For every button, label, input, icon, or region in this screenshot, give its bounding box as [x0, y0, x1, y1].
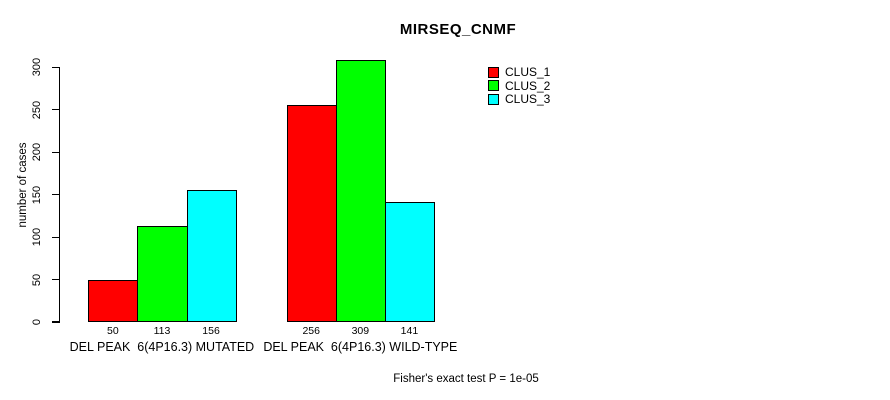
- bar-clus_2-group1: [137, 226, 188, 322]
- y-axis-line: [59, 67, 61, 323]
- legend-label: CLUS_1: [505, 65, 551, 79]
- bar-value-label: 141: [400, 324, 419, 337]
- y-tick-mark: [52, 236, 59, 238]
- y-tick-mark: [52, 321, 59, 323]
- legend-row: CLUS_1: [488, 66, 550, 78]
- bar-clus_1-group2: [286, 104, 337, 322]
- bar-clus_2-group2: [335, 59, 387, 322]
- bar-clus_3-group2: [384, 202, 436, 322]
- group-label: DEL PEAK 6(4P16.3) WILD-TYPE: [263, 340, 458, 354]
- y-tick-mark: [52, 194, 59, 196]
- bar-value-label: 309: [351, 324, 370, 337]
- bar-clus_3-group1: [186, 189, 237, 322]
- stat-annotation: Fisher's exact test P = 1e-05: [393, 373, 539, 385]
- bar-value-label: 256: [302, 324, 320, 337]
- chart-title: MIRSEQ_CNMF: [399, 21, 517, 38]
- bar-value-label: 113: [153, 324, 171, 337]
- legend-label: CLUS_3: [505, 92, 551, 106]
- y-tick-label: 300: [31, 58, 43, 77]
- legend-swatch-clus_1: [488, 66, 499, 78]
- legend-swatch-clus_2: [488, 80, 499, 91]
- bar-value-label: 156: [202, 324, 220, 337]
- legend-swatch-clus_3: [488, 93, 499, 105]
- legend-row: CLUS_2: [488, 80, 550, 92]
- group-label: DEL PEAK 6(4P16.3) MUTATED: [69, 340, 255, 354]
- legend: CLUS_1 CLUS_2 CLUS_3: [488, 66, 550, 107]
- legend-label: CLUS_2: [505, 78, 551, 93]
- y-tick-mark: [52, 278, 59, 281]
- bar-clus_1-group1: [88, 279, 139, 322]
- y-tick-mark: [52, 109, 59, 111]
- legend-row: CLUS_3: [488, 93, 550, 105]
- bar-value-label: 50: [107, 324, 119, 337]
- y-tick-mark: [52, 66, 59, 68]
- y-tick-mark: [52, 151, 59, 153]
